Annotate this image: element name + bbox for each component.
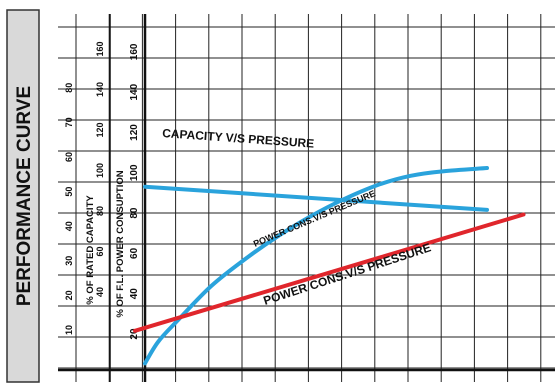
tick-label-capacity: 40 xyxy=(64,221,74,231)
tick-label-capacity: 50 xyxy=(64,187,74,197)
tick-label-capacity: 70 xyxy=(64,117,74,127)
tick-label-main: 120 xyxy=(129,124,140,141)
tick-label-main: 60 xyxy=(129,247,140,259)
tick-label-main: 20 xyxy=(129,328,140,340)
tick-label-main: 160 xyxy=(129,43,140,60)
tick-label-main: 80 xyxy=(129,207,140,219)
chart-grid xyxy=(58,14,555,382)
y-axis-title-power-consumption: % OF F.L. POWER CONSUPTION xyxy=(115,170,126,317)
series-line-1 xyxy=(143,166,489,366)
tick-label-main: 40 xyxy=(129,288,140,300)
tick-label-power: 60 xyxy=(95,246,105,256)
tick-label-power: 120 xyxy=(95,122,105,137)
chart-axes xyxy=(58,14,555,382)
series-line-2 xyxy=(133,212,526,333)
tick-label-capacity: 20 xyxy=(64,290,74,300)
tick-label-capacity: 60 xyxy=(64,152,74,162)
tick-label-power: 100 xyxy=(95,163,105,178)
label-capacity-vs-pressure: CAPACITY V/S PRESSURE xyxy=(162,126,315,151)
tick-label-power: 80 xyxy=(95,206,105,216)
tick-label-power: 40 xyxy=(95,287,105,297)
tick-label-power: 160 xyxy=(95,41,105,56)
tick-label-capacity: 30 xyxy=(64,256,74,266)
chart-title: PERFORMANCE CURVE xyxy=(14,86,35,306)
series-line-0 xyxy=(143,184,489,212)
y-axis-title-rated-capacity: % OF RATED CAPACITY xyxy=(85,195,96,305)
tick-label-main: 140 xyxy=(129,83,140,100)
y-tick-labels: 10 20 30 40 50 60 70 80 40 60 80 100 120 140 160 20 40 60… xyxy=(64,41,140,339)
chart-curves xyxy=(133,166,526,366)
tick-label-main: 100 xyxy=(129,164,140,181)
tick-label-capacity: 10 xyxy=(64,325,74,335)
tick-label-capacity: 80 xyxy=(64,83,74,93)
label-power-cons-red: POWER CONS.V/S PRESSURE xyxy=(262,240,433,308)
tick-label-power: 140 xyxy=(95,82,105,97)
side-title-box xyxy=(6,9,40,383)
